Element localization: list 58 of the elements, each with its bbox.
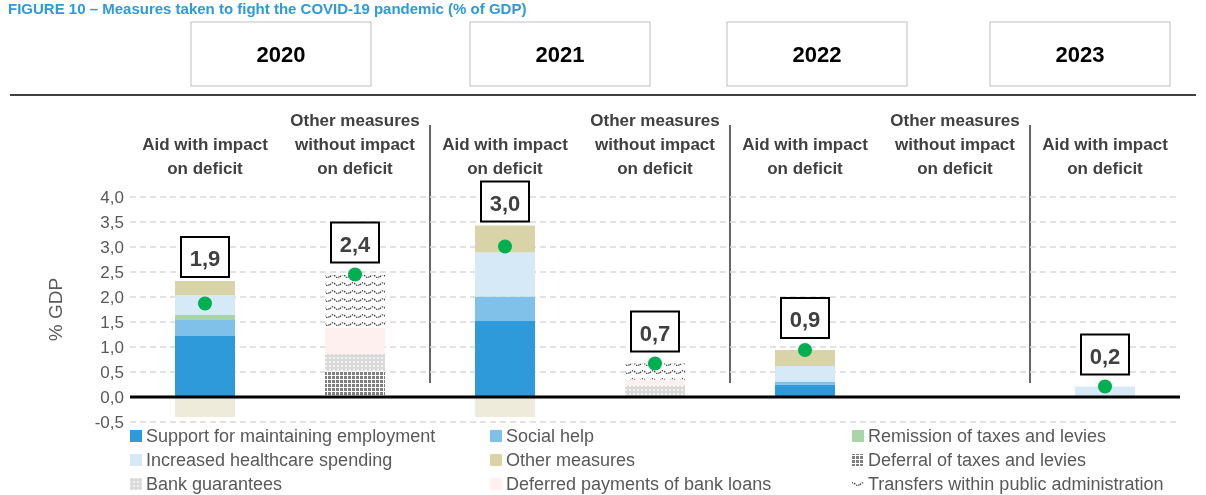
bar xyxy=(475,252,535,297)
legend-label: Remission of taxes and levies xyxy=(868,426,1107,446)
legend-label: Bank guarantees xyxy=(146,474,283,494)
point xyxy=(348,267,362,282)
legend-label: Increased healthcare spending xyxy=(146,450,393,470)
bar xyxy=(175,320,235,336)
x-tick-label: Aid with impact on deficit xyxy=(142,135,269,178)
legend-label: Deferred payments of bank loans xyxy=(506,474,772,494)
y-tick-label: 1,5 xyxy=(100,312,124,332)
bar xyxy=(325,371,385,397)
y-axis-title: % GDP xyxy=(45,277,66,342)
text: 2021 xyxy=(535,42,585,67)
bar xyxy=(475,296,535,321)
bar xyxy=(475,321,535,397)
bar xyxy=(775,350,835,366)
y-tick-label: 2,0 xyxy=(100,287,124,307)
legend-label: Support for maintaining employment xyxy=(146,426,436,446)
x-tick-label: Other measures without impact on deficit xyxy=(590,111,720,178)
x-tick-label: Other measures without impact on deficit xyxy=(890,111,1020,178)
legend-label: Other measures xyxy=(506,450,636,470)
y-tick-label: -0,5 xyxy=(94,412,124,432)
bar xyxy=(175,336,235,397)
chart-title: FIGURE 10 – Measures taken to fight the COVID-19 pandemic (% of GDP) xyxy=(8,0,527,17)
y-tick-label: 3,0 xyxy=(100,237,124,257)
text: 2020 xyxy=(256,42,306,67)
bar xyxy=(325,328,385,354)
data-label: 2,4 xyxy=(339,231,372,257)
y-tick-label: 0,0 xyxy=(100,387,124,407)
x-tick-label: Aid with impact on deficit xyxy=(742,135,869,178)
bar xyxy=(175,315,235,320)
legend-label: Transfers within public administration xyxy=(868,474,1164,494)
text: 2023 xyxy=(1055,42,1105,67)
legend-label: Deferral of taxes and levies xyxy=(868,450,1087,470)
data-label: 0,2 xyxy=(1089,343,1121,369)
bar xyxy=(175,397,235,417)
data-label: 1,9 xyxy=(189,246,221,271)
y-tick-label: 0,5 xyxy=(100,362,124,382)
point xyxy=(1098,379,1112,394)
y-tick-label: 4,0 xyxy=(100,187,124,207)
data-label: 0,9 xyxy=(789,307,821,332)
x-tick-label: Other measures without impact on deficit xyxy=(290,111,420,178)
y-tick-label: 1,0 xyxy=(100,337,124,357)
data-label: 0,7 xyxy=(639,320,671,346)
y-tick-label: 3,5 xyxy=(100,212,124,232)
bar xyxy=(325,354,385,371)
point xyxy=(798,343,812,357)
text: 2022 xyxy=(792,42,842,67)
bar xyxy=(475,397,535,417)
y-tick-label: 2,5 xyxy=(100,262,124,282)
x-tick-label: Aid with impact on deficit xyxy=(442,135,569,178)
bar xyxy=(775,381,835,385)
bar xyxy=(775,366,835,382)
legend-label: Social help xyxy=(506,426,595,446)
x-tick-label: Aid with impact on deficit xyxy=(1042,135,1169,178)
point xyxy=(648,356,662,371)
bar xyxy=(175,281,235,295)
data-label: 3,0 xyxy=(489,190,521,216)
bar xyxy=(625,379,685,386)
